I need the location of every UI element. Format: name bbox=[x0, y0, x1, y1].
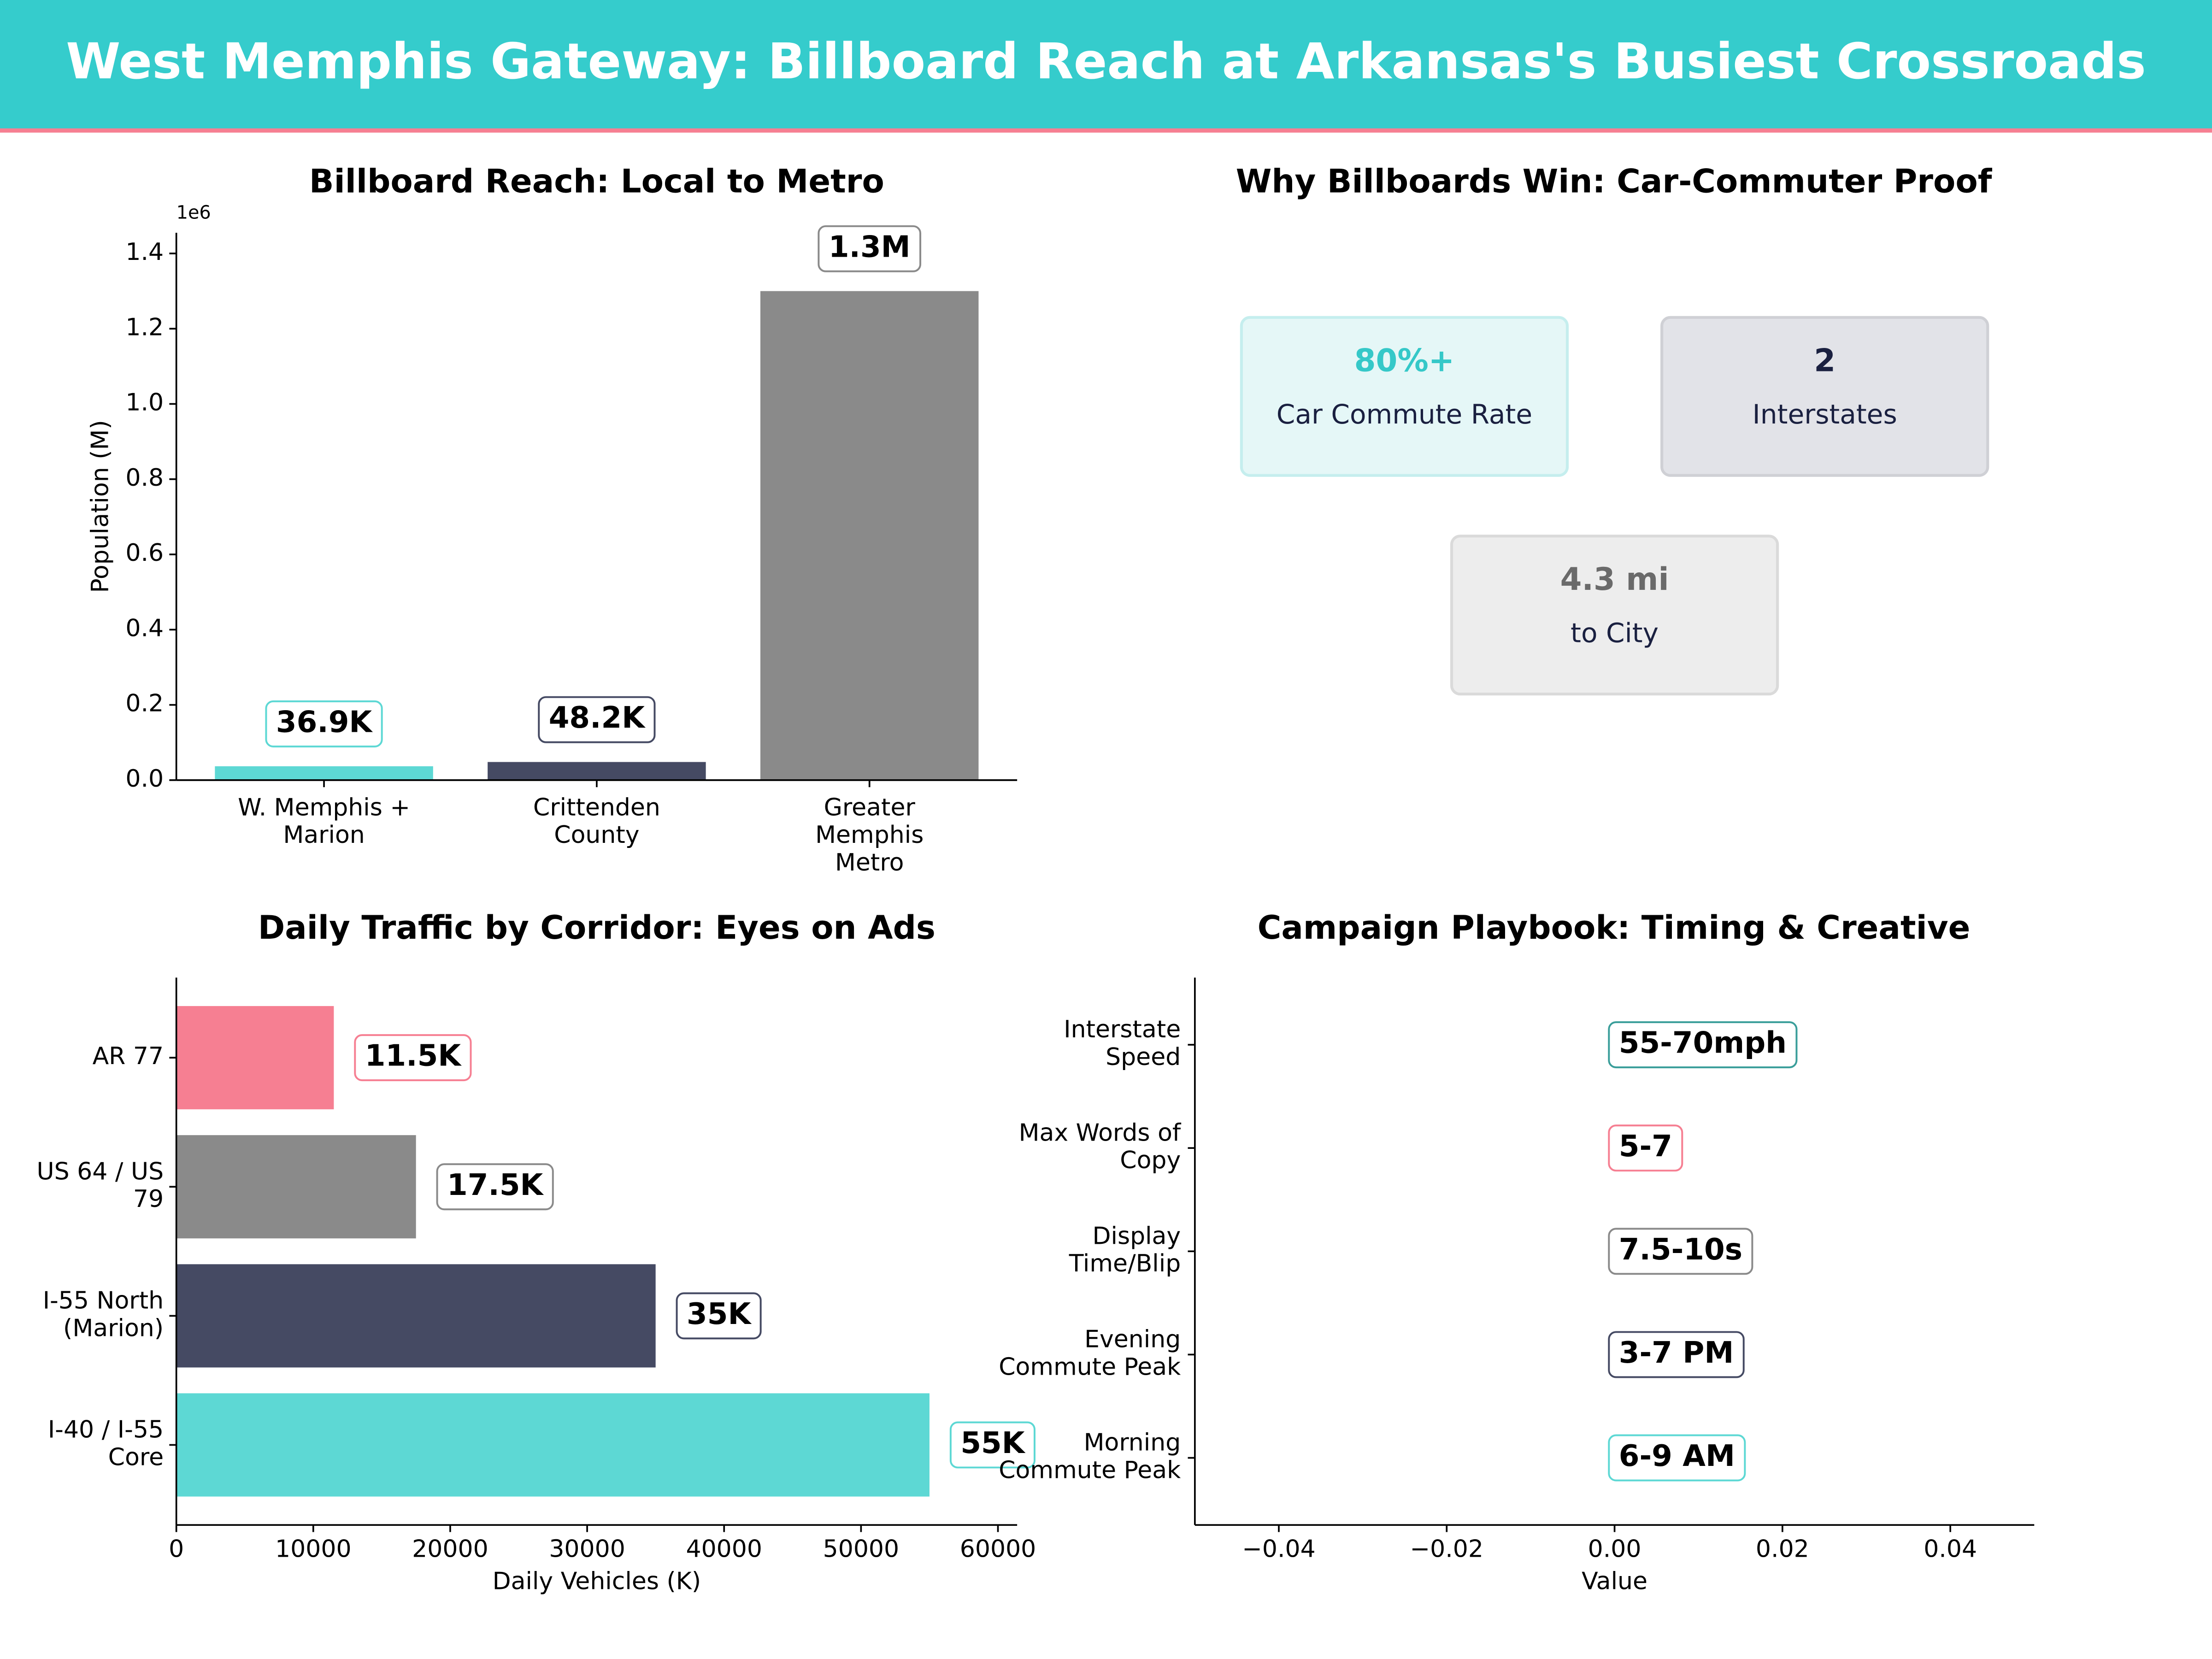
y-tick-label: Evening Commute Peak bbox=[999, 1325, 1181, 1381]
x-tick-label: 0.00 bbox=[1588, 1535, 1641, 1563]
bar bbox=[760, 291, 979, 780]
y-tick-label: I-40 / I-55 Core bbox=[48, 1416, 164, 1471]
y-offset-label: 1e6 bbox=[176, 202, 211, 223]
x-tick-label: 30000 bbox=[549, 1535, 625, 1563]
kpi-label: to City bbox=[1571, 618, 1659, 649]
x-tick-label: W. Memphis + Marion bbox=[238, 794, 410, 849]
value-label-box bbox=[354, 1034, 472, 1082]
value-label: 55-70mph bbox=[1619, 1026, 1787, 1060]
chart-title: Billboard Reach: Local to Metro bbox=[309, 162, 884, 200]
value-label: 17.5K bbox=[447, 1168, 544, 1202]
chart-title: Daily Traffic by Corridor: Eyes on Ads bbox=[258, 909, 935, 947]
value-label-box bbox=[1608, 1434, 1746, 1482]
header-band bbox=[0, 0, 2212, 130]
x-tick-label: −0.04 bbox=[1242, 1535, 1315, 1563]
y-tick-label: 1.4 bbox=[125, 238, 164, 266]
x-tick-label: 40000 bbox=[686, 1535, 762, 1563]
kpi-value: 2 bbox=[1814, 342, 1835, 378]
chart-title: Why Billboards Win: Car-Commuter Proof bbox=[1236, 162, 1993, 200]
header-rule bbox=[0, 128, 2212, 133]
x-tick-label: 10000 bbox=[275, 1535, 352, 1563]
value-label-box bbox=[1608, 1021, 1798, 1069]
value-label: 7.5-10s bbox=[1619, 1232, 1742, 1267]
x-tick-label: 0.04 bbox=[1924, 1535, 1977, 1563]
value-label: 3-7 PM bbox=[1619, 1335, 1734, 1370]
value-label-box bbox=[436, 1163, 554, 1211]
value-label: 48.2K bbox=[549, 700, 646, 735]
value-label-box bbox=[1608, 1124, 1683, 1172]
y-tick-label: 0.6 bbox=[125, 539, 164, 567]
kpi-card bbox=[1240, 316, 1569, 477]
y-tick-label: I-55 North (Marion) bbox=[43, 1287, 164, 1342]
y-tick-label: US 64 / US 79 bbox=[37, 1158, 164, 1213]
x-tick-label: Greater Memphis Metro bbox=[815, 794, 924, 877]
bar bbox=[176, 1393, 930, 1497]
value-label: 6-9 AM bbox=[1619, 1439, 1735, 1473]
y-tick-label: Interstate Speed bbox=[1064, 1016, 1181, 1071]
x-tick-label: 0 bbox=[169, 1535, 184, 1563]
y-tick-label: 0.8 bbox=[125, 464, 164, 492]
value-label-box bbox=[1608, 1228, 1753, 1275]
value-label: 1.3M bbox=[829, 229, 911, 264]
value-label: 11.5K bbox=[365, 1039, 462, 1073]
value-label-box bbox=[818, 225, 922, 272]
x-axis-label: Value bbox=[1582, 1568, 1647, 1595]
bar bbox=[176, 1006, 334, 1110]
value-label: 55K bbox=[960, 1426, 1025, 1460]
x-tick-label: −0.02 bbox=[1410, 1535, 1483, 1563]
value-label: 36.9K bbox=[276, 705, 373, 739]
x-axis-label: Daily Vehicles (K) bbox=[493, 1568, 701, 1595]
kpi-card bbox=[1660, 316, 1989, 477]
value-label-box bbox=[265, 700, 383, 747]
kpi-label: Car Commute Rate bbox=[1277, 399, 1532, 430]
x-tick-label: 20000 bbox=[412, 1535, 488, 1563]
page-title: West Memphis Gateway: Billboard Reach at… bbox=[66, 33, 2146, 90]
y-tick-label: 0.4 bbox=[125, 614, 164, 642]
y-tick-label: Display Time/Blip bbox=[1069, 1222, 1181, 1277]
x-tick-label: 50000 bbox=[823, 1535, 900, 1563]
chart-title: Campaign Playbook: Timing & Creative bbox=[1258, 909, 1971, 947]
x-tick-label: 0.02 bbox=[1756, 1535, 1809, 1563]
x-tick-label: 60000 bbox=[960, 1535, 1036, 1563]
x-tick-label: Crittenden County bbox=[533, 794, 660, 849]
y-tick-label: Max Words of Copy bbox=[1019, 1119, 1182, 1174]
kpi-value: 4.3 mi bbox=[1560, 561, 1669, 597]
bar bbox=[176, 1135, 416, 1239]
kpi-label: Interstates bbox=[1753, 399, 1897, 430]
y-tick-label: 0.0 bbox=[125, 765, 164, 793]
y-tick-label: Morning Commute Peak bbox=[999, 1429, 1181, 1484]
bar bbox=[488, 762, 706, 780]
y-axis-label: Population (M) bbox=[86, 420, 114, 593]
y-tick-label: AR 77 bbox=[93, 1042, 164, 1070]
value-label-box bbox=[949, 1421, 1035, 1469]
bar bbox=[215, 766, 433, 780]
bar bbox=[176, 1264, 656, 1368]
value-label-box bbox=[1608, 1331, 1745, 1378]
value-label: 5-7 bbox=[1619, 1129, 1672, 1164]
y-tick-label: 0.2 bbox=[125, 690, 164, 718]
y-tick-label: 1.2 bbox=[125, 313, 164, 341]
value-label-box bbox=[538, 696, 656, 743]
value-label: 35K bbox=[687, 1297, 752, 1331]
value-label-box bbox=[676, 1292, 762, 1340]
kpi-value: 80%+ bbox=[1354, 342, 1455, 378]
y-tick-label: 1.0 bbox=[125, 389, 164, 417]
kpi-card bbox=[1450, 535, 1779, 696]
